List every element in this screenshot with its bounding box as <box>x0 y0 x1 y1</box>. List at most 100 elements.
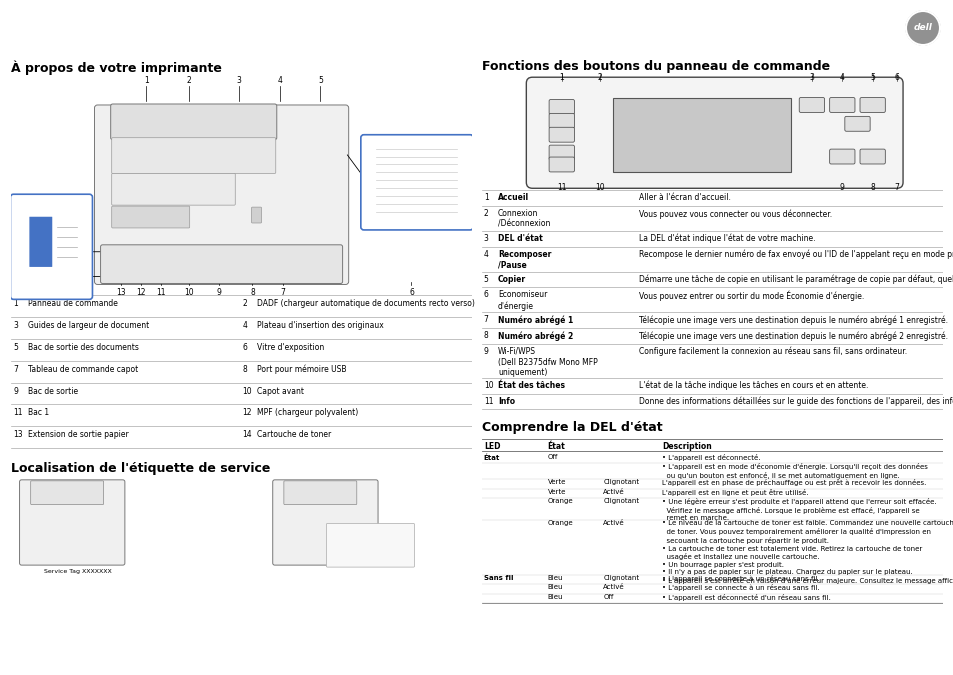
FancyBboxPatch shape <box>844 116 869 131</box>
Text: 6: 6 <box>242 343 247 352</box>
FancyBboxPatch shape <box>112 138 275 173</box>
Text: 8: 8 <box>242 364 247 374</box>
Text: Configure facilement la connexion au réseau sans fil, sans ordinateur.: Configure facilement la connexion au rés… <box>639 347 906 356</box>
Text: 4: 4 <box>277 76 282 85</box>
FancyBboxPatch shape <box>549 128 574 142</box>
FancyBboxPatch shape <box>30 217 52 267</box>
Text: 10: 10 <box>595 184 604 192</box>
Text: 5: 5 <box>869 74 874 82</box>
Text: • L'appareil se connecte à un réseau sans fil.: • L'appareil se connecte à un réseau san… <box>661 575 819 582</box>
FancyBboxPatch shape <box>30 481 104 505</box>
Text: Aller à l'écran d'accueil.: Aller à l'écran d'accueil. <box>639 193 730 202</box>
Text: Vitre d'exposition: Vitre d'exposition <box>256 343 323 352</box>
Text: 2: 2 <box>483 209 488 218</box>
Text: 10: 10 <box>184 288 193 298</box>
Text: 8: 8 <box>483 331 488 340</box>
Text: L'appareil est en ligne et peut être utilisé.: L'appareil est en ligne et peut être uti… <box>661 489 808 495</box>
Text: 10: 10 <box>483 381 493 389</box>
Text: La DEL d'état indique l'état de votre machine.: La DEL d'état indique l'état de votre ma… <box>639 234 815 244</box>
FancyBboxPatch shape <box>273 480 377 565</box>
Text: Accueil: Accueil <box>497 193 529 202</box>
Text: Service Tag
XXXXXX
000 000 000 00
Express Service Code: Service Tag XXXXXX 000 000 000 00 Expres… <box>330 529 389 554</box>
FancyBboxPatch shape <box>549 145 574 160</box>
Text: 9: 9 <box>13 387 18 396</box>
Text: Connexion
/Déconnexion: Connexion /Déconnexion <box>497 209 550 229</box>
FancyBboxPatch shape <box>100 245 342 284</box>
Text: Activé: Activé <box>602 585 624 591</box>
FancyBboxPatch shape <box>360 135 473 230</box>
Text: 3: 3 <box>809 74 814 82</box>
Text: L'état de la tâche indique les tâches en cours et en attente.: L'état de la tâche indique les tâches en… <box>639 381 867 390</box>
Text: 4: 4 <box>839 74 843 82</box>
Text: 2: 2 <box>598 74 602 82</box>
FancyBboxPatch shape <box>252 207 261 223</box>
Text: Recomposer
/Pause: Recomposer /Pause <box>497 250 551 269</box>
Text: 6: 6 <box>894 74 899 82</box>
Text: Donne des informations détaillées sur le guide des fonctions de l'appareil, des : Donne des informations détaillées sur le… <box>639 396 953 406</box>
Text: dell: dell <box>913 24 931 32</box>
FancyBboxPatch shape <box>284 481 356 505</box>
Text: Orange: Orange <box>547 498 573 504</box>
Text: 11: 11 <box>156 288 166 298</box>
Text: 5: 5 <box>13 343 18 352</box>
Text: • L'appareil est en mode d'économie d'énergie. Lorsqu'il reçoit des données
  ou: • L'appareil est en mode d'économie d'én… <box>661 464 927 479</box>
FancyBboxPatch shape <box>829 149 854 164</box>
FancyBboxPatch shape <box>111 104 276 140</box>
Text: L'appareil est en phase de préchauffage ou est prêt à recevoir les données.: L'appareil est en phase de préchauffage … <box>661 479 925 486</box>
FancyBboxPatch shape <box>112 206 190 228</box>
Text: Activé: Activé <box>602 489 624 495</box>
Text: 6: 6 <box>409 288 414 298</box>
Text: Guide de référence rapide: Guide de référence rapide <box>12 33 167 43</box>
Text: Verte: Verte <box>547 479 565 485</box>
Text: Clignotant: Clignotant <box>602 498 639 504</box>
Text: 5: 5 <box>483 275 488 284</box>
Text: 14: 14 <box>47 288 57 298</box>
FancyBboxPatch shape <box>549 157 574 172</box>
Text: 1: 1 <box>558 74 563 82</box>
Text: 2: 2 <box>242 299 247 308</box>
Text: Comprendre la DEL d'état: Comprendre la DEL d'état <box>481 421 661 434</box>
Text: Activé: Activé <box>602 520 624 527</box>
Text: Bleu: Bleu <box>547 585 562 591</box>
Text: Extension de sortie papier: Extension de sortie papier <box>28 430 129 439</box>
FancyBboxPatch shape <box>526 77 902 188</box>
Text: Télécopie une image vers une destination depuis le numéro abrégé 1 enregistré.: Télécopie une image vers une destination… <box>639 315 946 325</box>
Text: 2: 2 <box>186 76 191 85</box>
Text: • L'appareil est déconnecté.: • L'appareil est déconnecté. <box>661 454 760 461</box>
Text: 9: 9 <box>839 184 843 192</box>
Text: Bac de sortie des documents: Bac de sortie des documents <box>28 343 138 352</box>
Text: Clignotant: Clignotant <box>602 575 639 581</box>
Text: 7: 7 <box>280 288 285 298</box>
Text: DEL d'état: DEL d'état <box>497 234 542 243</box>
Text: 9: 9 <box>216 288 221 298</box>
FancyBboxPatch shape <box>112 173 235 205</box>
Text: Tableau de commande capot: Tableau de commande capot <box>28 364 138 374</box>
Text: État: État <box>547 442 565 451</box>
Text: • L'appareil se connecte à un réseau sans fil.: • L'appareil se connecte à un réseau san… <box>661 585 819 591</box>
Text: 7: 7 <box>894 184 899 192</box>
Text: Service Tag XXXXXXX: Service Tag XXXXXXX <box>44 569 112 574</box>
Text: 3: 3 <box>236 76 241 85</box>
Text: Démarre une tâche de copie en utilisant le paramétrage de copie par défaut, quel: Démarre une tâche de copie en utilisant … <box>639 275 953 284</box>
Text: Bac 1: Bac 1 <box>28 408 49 417</box>
Text: 11: 11 <box>483 396 493 406</box>
FancyBboxPatch shape <box>549 113 574 128</box>
Text: Guides de largeur de document: Guides de largeur de document <box>28 321 149 330</box>
Text: Vous pouvez entrer ou sortir du mode Économie d'énergie.: Vous pouvez entrer ou sortir du mode Éco… <box>639 290 863 301</box>
FancyBboxPatch shape <box>10 194 92 299</box>
Text: 13: 13 <box>13 430 23 439</box>
Text: Capot avant: Capot avant <box>256 387 303 396</box>
Text: 1: 1 <box>144 76 149 85</box>
Text: Port pour mémoire USB: Port pour mémoire USB <box>256 364 346 375</box>
Circle shape <box>905 11 939 45</box>
Text: État des tâches: État des tâches <box>497 381 564 389</box>
Text: Orange: Orange <box>547 520 573 527</box>
Text: 10: 10 <box>242 387 252 396</box>
Text: 8: 8 <box>869 184 874 192</box>
Text: Numéro abrégé 1: Numéro abrégé 1 <box>497 315 573 325</box>
Text: 1: 1 <box>483 193 488 202</box>
Text: Info: Info <box>497 396 515 406</box>
Text: 7: 7 <box>13 364 18 374</box>
Text: Localisation de l'étiquette de service: Localisation de l'étiquette de service <box>11 462 271 475</box>
Text: DADF (chargeur automatique de documents recto verso): DADF (chargeur automatique de documents … <box>256 299 474 308</box>
